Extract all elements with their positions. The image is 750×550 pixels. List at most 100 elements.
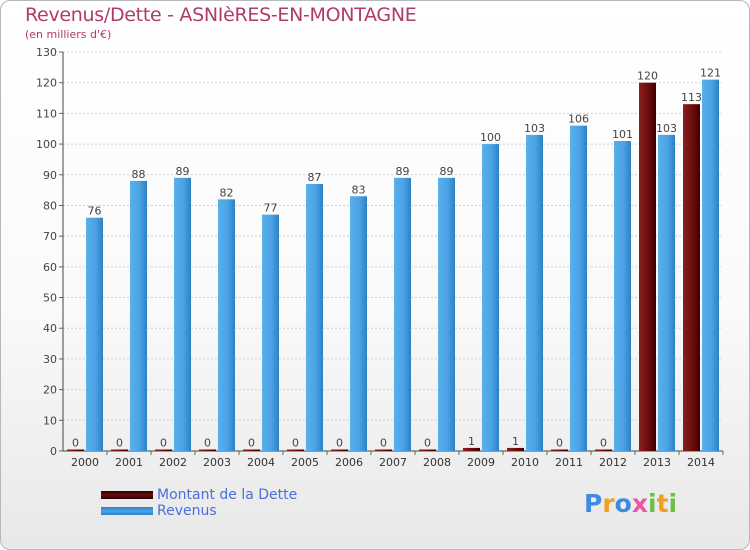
- bar-dette-2009: [463, 447, 480, 451]
- proxiti-logo: Proxiti: [584, 489, 678, 518]
- tick-label-x-2013: 2013: [643, 456, 671, 469]
- data-label-dette-2007: 0: [380, 437, 387, 450]
- data-label-dette-2014: 113: [681, 91, 702, 104]
- bar-revenus-2003: [218, 199, 235, 451]
- bar-revenus-2006: [350, 196, 367, 451]
- tick-label-y-20: 20: [43, 384, 57, 397]
- data-label-revenus-2014: 121: [700, 67, 721, 80]
- data-label-revenus-2003: 82: [220, 186, 234, 199]
- bar-revenus-2013: [658, 134, 675, 451]
- tick-label-y-80: 80: [43, 199, 57, 212]
- bar-revenus-2005: [306, 183, 323, 451]
- data-label-dette-2005: 0: [292, 437, 299, 450]
- chart-title: Revenus/Dette - ASNIèRES-EN-MONTAGNE: [25, 4, 417, 26]
- chart-subtitle: (en milliers d'€): [25, 28, 112, 41]
- data-label-revenus-2008: 89: [440, 165, 454, 178]
- data-label-dette-2001: 0: [116, 437, 123, 450]
- bar-revenus-2014: [702, 79, 719, 451]
- data-label-revenus-2010: 103: [524, 122, 545, 135]
- tick-label-y-50: 50: [43, 292, 57, 305]
- tick-label-x-2004: 2004: [247, 456, 275, 469]
- data-label-revenus-2006: 83: [352, 183, 366, 196]
- data-label-dette-2003: 0: [204, 437, 211, 450]
- tick-label-x-2012: 2012: [599, 456, 627, 469]
- data-label-dette-2011: 0: [556, 437, 563, 450]
- data-label-revenus-2002: 89: [176, 165, 190, 178]
- bar-revenus-2002: [174, 177, 191, 452]
- bar-dette-2010: [507, 447, 524, 451]
- data-label-dette-2010: 1: [512, 435, 519, 448]
- data-label-dette-2006: 0: [336, 437, 343, 450]
- bar-dette-2013: [639, 82, 656, 451]
- bar-dette-2011: [551, 449, 568, 451]
- data-label-revenus-2011: 106: [568, 113, 589, 126]
- tick-label-x-2009: 2009: [467, 456, 495, 469]
- data-label-revenus-2000: 76: [88, 205, 102, 218]
- bar-revenus-2012: [614, 141, 631, 451]
- data-label-dette-2013: 120: [637, 70, 658, 83]
- bar-dette-2007: [375, 449, 392, 451]
- tick-label-x-2003: 2003: [203, 456, 231, 469]
- data-label-dette-2000: 0: [72, 437, 79, 450]
- bar-revenus-2004: [262, 214, 279, 451]
- tick-label-x-2000: 2000: [71, 456, 99, 469]
- bar-dette-2006: [331, 449, 348, 451]
- tick-label-x-2011: 2011: [555, 456, 583, 469]
- legend-label-dette: Montant de la Dette: [157, 487, 298, 503]
- tick-label-y-40: 40: [43, 322, 57, 335]
- tick-label-x-2010: 2010: [511, 456, 539, 469]
- bar-dette-2003: [199, 449, 216, 451]
- tick-label-x-2005: 2005: [291, 456, 319, 469]
- tick-label-y-60: 60: [43, 261, 57, 274]
- legend-label-revenus: Revenus: [157, 503, 217, 519]
- tick-label-x-2002: 2002: [159, 456, 187, 469]
- legend-swatch-revenus: [101, 507, 153, 515]
- tick-label-y-120: 120: [36, 77, 57, 90]
- tick-label-x-2006: 2006: [335, 456, 363, 469]
- tick-label-y-100: 100: [36, 138, 57, 151]
- bar-revenus-2011: [570, 125, 587, 452]
- tick-label-y-0: 0: [50, 445, 57, 458]
- data-label-revenus-2007: 89: [396, 165, 410, 178]
- bar-revenus-2001: [130, 180, 147, 451]
- data-label-revenus-2001: 88: [132, 168, 146, 181]
- bar-dette-2008: [419, 449, 436, 451]
- legend-swatch-dette: [101, 491, 153, 499]
- data-label-dette-2012: 0: [600, 437, 607, 450]
- data-label-revenus-2009: 100: [480, 131, 501, 144]
- bar-revenus-2008: [438, 177, 455, 452]
- tick-label-y-110: 110: [36, 107, 57, 120]
- bar-revenus-2009: [482, 144, 499, 452]
- tick-label-y-130: 130: [36, 46, 57, 59]
- bar-dette-2000: [67, 449, 84, 451]
- bar-dette-2001: [111, 449, 128, 451]
- data-label-dette-2008: 0: [424, 437, 431, 450]
- tick-label-x-2014: 2014: [687, 456, 715, 469]
- legend: Montant de la Dette Revenus: [101, 487, 297, 519]
- bar-dette-2002: [155, 449, 172, 451]
- tick-label-y-30: 30: [43, 353, 57, 366]
- bar-dette-2012: [595, 449, 612, 451]
- tick-label-x-2007: 2007: [379, 456, 407, 469]
- legend-item-revenus: Revenus: [101, 503, 297, 519]
- data-label-revenus-2004: 77: [264, 202, 278, 215]
- bar-revenus-2000: [86, 217, 103, 451]
- data-label-revenus-2005: 87: [308, 171, 322, 184]
- bar-dette-2014: [683, 104, 700, 451]
- tick-label-x-2008: 2008: [423, 456, 451, 469]
- tick-label-y-10: 10: [43, 414, 57, 427]
- tick-label-y-70: 70: [43, 230, 57, 243]
- bar-dette-2004: [243, 449, 260, 451]
- bar-revenus-2010: [526, 134, 543, 451]
- bar-revenus-2007: [394, 177, 411, 452]
- data-label-dette-2009: 1: [468, 435, 475, 448]
- legend-item-dette: Montant de la Dette: [101, 487, 297, 503]
- data-label-dette-2004: 0: [248, 437, 255, 450]
- data-label-revenus-2012: 101: [612, 128, 633, 141]
- tick-label-y-90: 90: [43, 169, 57, 182]
- data-label-dette-2002: 0: [160, 437, 167, 450]
- tick-label-x-2001: 2001: [115, 456, 143, 469]
- data-label-revenus-2013: 103: [656, 122, 677, 135]
